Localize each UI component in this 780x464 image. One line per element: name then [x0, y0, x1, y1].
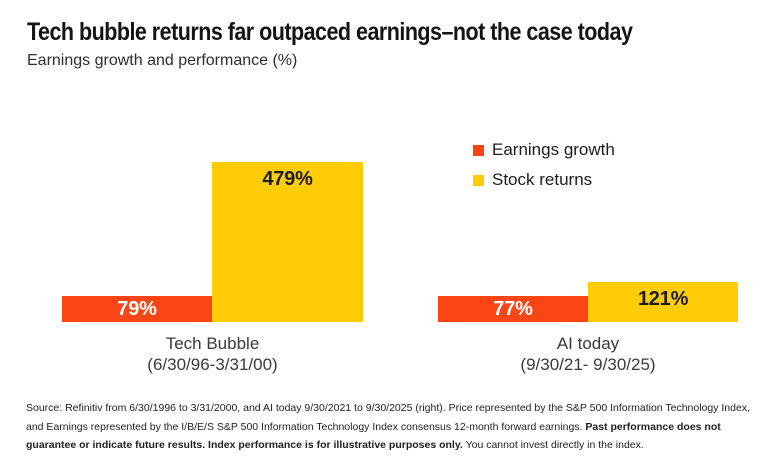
category-label-tech-bubble: Tech Bubble (6/30/96-3/31/00)	[62, 333, 363, 375]
bar-earnings-growth-ai-today: 77%	[438, 296, 588, 322]
source-note-disclaimer: Past performance does not guarantee or i…	[26, 420, 721, 452]
legend-item-earnings-growth: Earnings growth	[473, 140, 615, 160]
category-name: AI today	[556, 334, 620, 353]
bar-value-label: 79%	[117, 297, 157, 320]
bar-stock-returns-ai-today: 121%	[588, 281, 738, 322]
legend-label-stock-returns: Stock returns	[492, 170, 593, 189]
bar-stock-returns-tech-bubble: 479%	[212, 162, 363, 322]
legend-label-earnings-growth: Earnings growth	[492, 140, 615, 159]
source-note-text: Source: Refinitiv from 6/30/1996 to 3/31…	[26, 402, 750, 433]
chart-subtitle: Earnings growth and performance (%)	[27, 52, 298, 69]
category-name: Tech Bubble	[165, 334, 260, 353]
stock-returns-swatch-icon	[473, 174, 484, 186]
bar-value-label: 77%	[493, 298, 533, 321]
bar-value-label: 121%	[637, 287, 689, 310]
bar-earnings-growth-tech-bubble: 79%	[62, 295, 212, 322]
legend-item-stock-returns: Stock returns	[473, 170, 615, 190]
source-note: Source: Refinitiv from 6/30/1996 to 3/31…	[26, 399, 758, 455]
category-period: (9/30/21- 9/30/25)	[520, 355, 656, 374]
bar-plot: 79% 479% 77% 121%	[62, 162, 738, 322]
bar-value-label: 479%	[262, 168, 313, 190]
category-period: (6/30/96-3/31/00)	[147, 355, 278, 374]
legend: Earnings growth Stock returns	[473, 140, 615, 200]
earnings-growth-swatch-icon	[473, 144, 484, 156]
source-note-suffix: You cannot invest directly in the index.	[462, 439, 644, 452]
category-label-ai-today: AI today (9/30/21- 9/30/25)	[438, 333, 738, 375]
chart-title: Tech bubble returns far outpaced earning…	[27, 18, 633, 46]
